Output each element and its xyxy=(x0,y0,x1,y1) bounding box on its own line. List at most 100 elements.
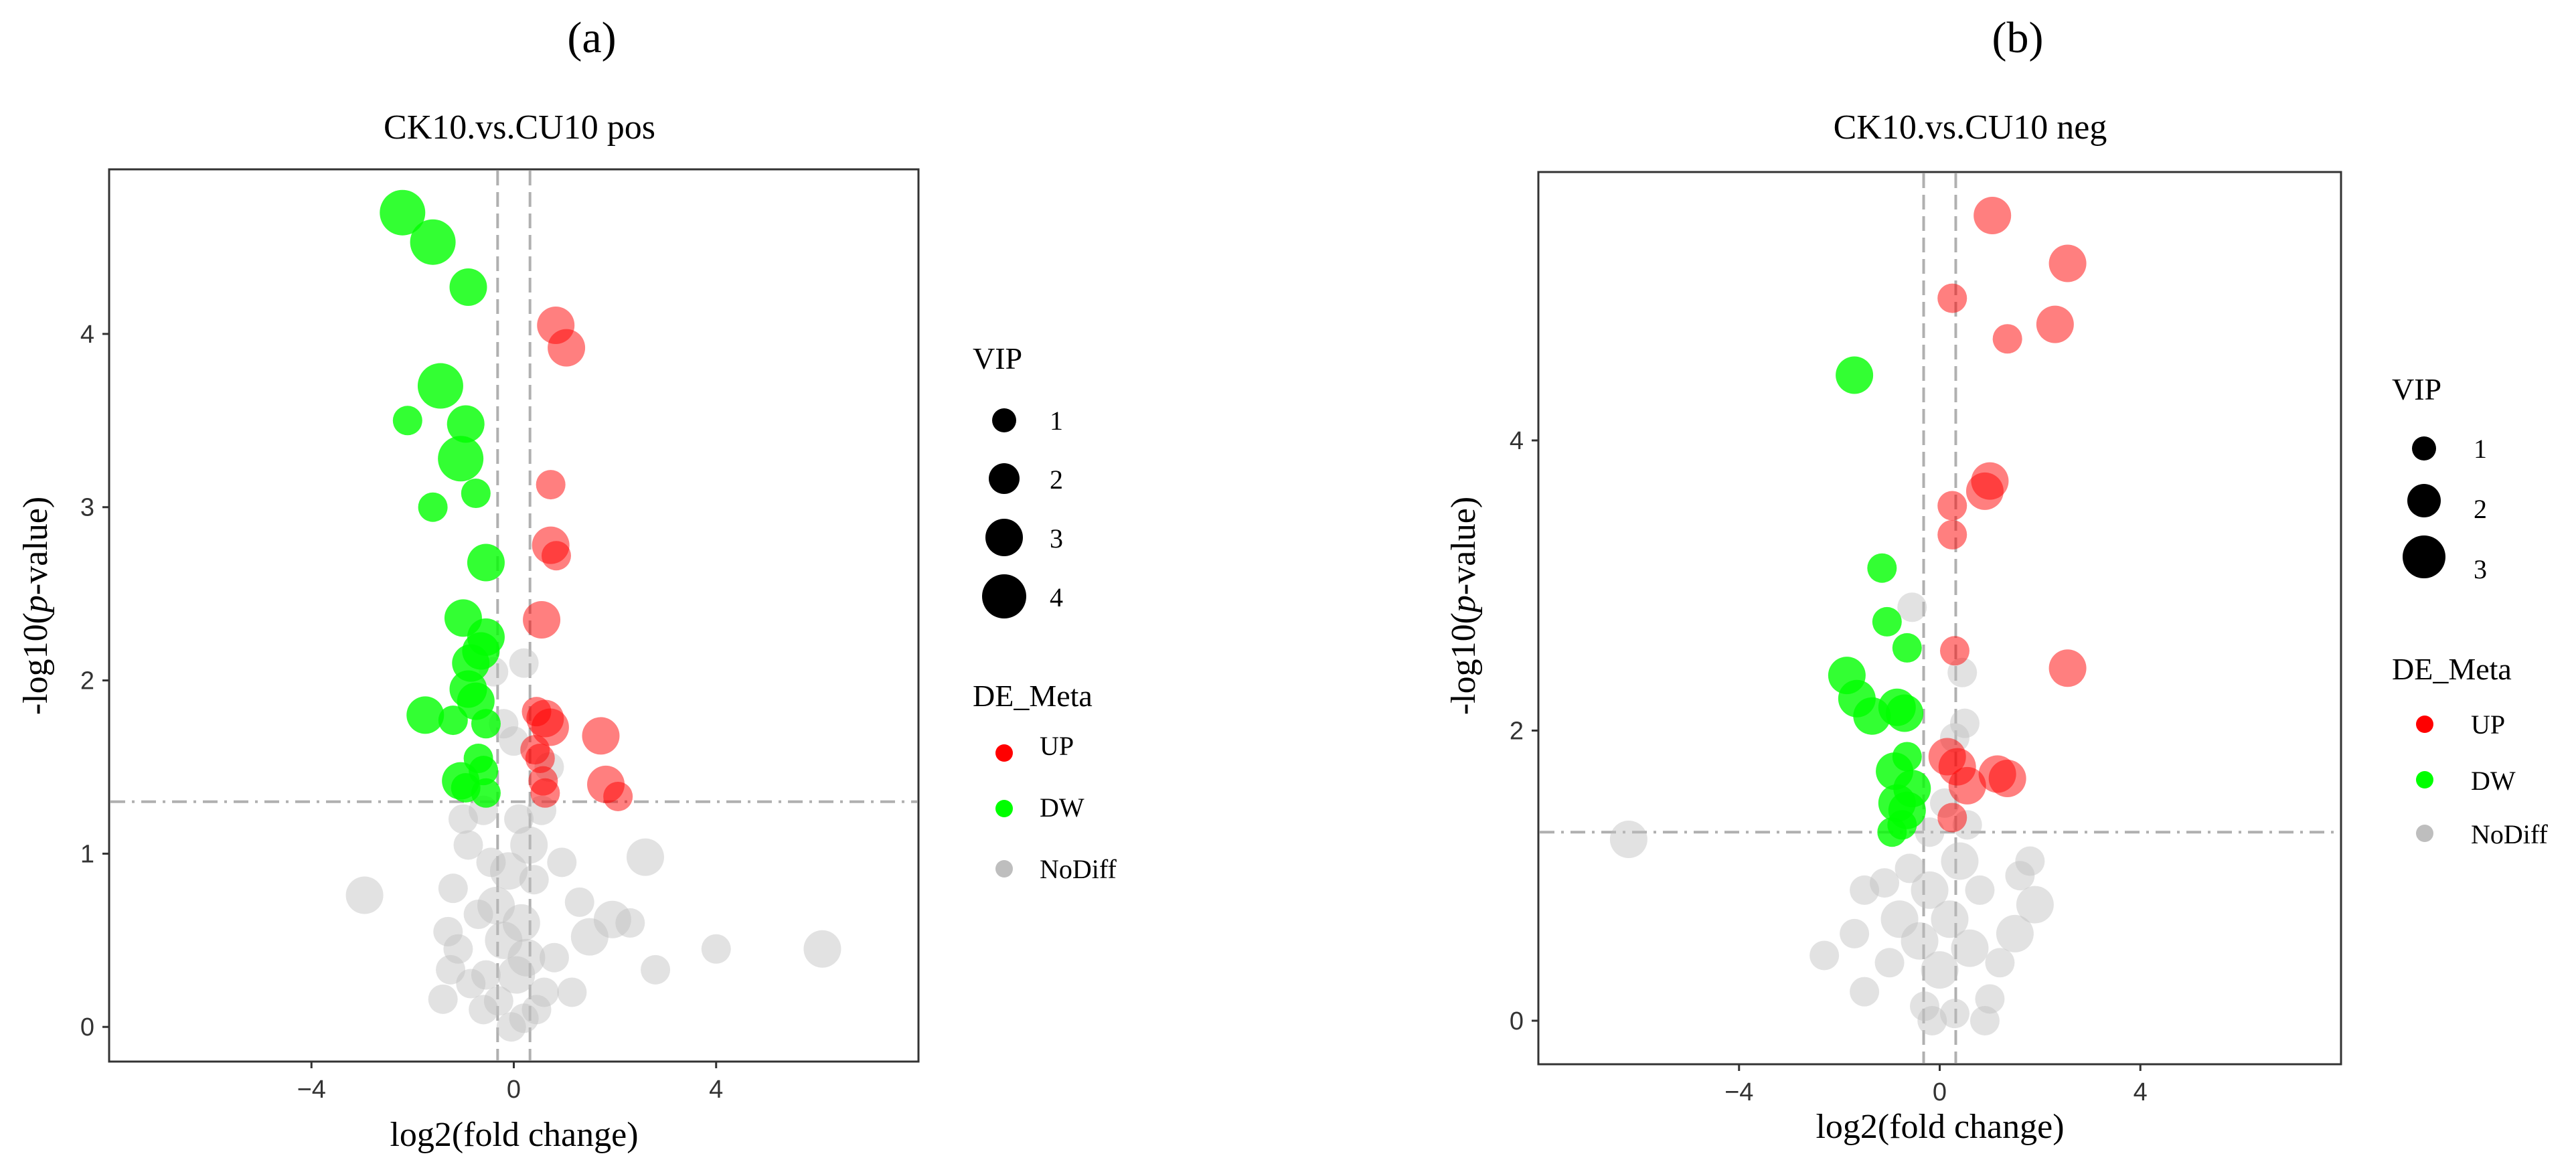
panel-b-point-nodiff xyxy=(2005,861,2035,891)
panel-b-point-nodiff xyxy=(1850,875,1880,905)
panel-a-point-nodiff xyxy=(519,865,549,895)
panel-a-vip-marker xyxy=(992,408,1016,432)
panel-a-point-dw xyxy=(467,544,505,582)
panel-b-point-up xyxy=(1937,803,1967,833)
panel-a-point-nodiff xyxy=(593,900,631,938)
panel-a-point-nodiff xyxy=(448,804,478,834)
panel-a-point-up xyxy=(525,744,555,774)
panel-b-point-up xyxy=(1992,324,2022,354)
panel-b-y-tick-label: 2 xyxy=(1510,717,1524,745)
panel-a-point-dw xyxy=(418,492,448,522)
panel-a-points xyxy=(345,189,841,1042)
panel-b-title: CK10.vs.CU10 neg xyxy=(1834,108,2107,147)
panel-a-point-nodiff xyxy=(507,938,546,977)
panel-b-point-nodiff xyxy=(1870,868,1900,898)
panel-a-point-nodiff xyxy=(489,852,528,890)
panel-a-x-tick-label: 4 xyxy=(709,1076,723,1104)
panel-a-point-dw xyxy=(380,189,426,236)
panel-b-point-up xyxy=(1937,519,1967,550)
panel-a-legend-vip-title: VIP xyxy=(973,341,1022,375)
panel-b-point-nodiff xyxy=(1975,984,2005,1014)
panel-a-vip-label: 1 xyxy=(1050,406,1063,436)
panel-b-legend: VIP 1 2 3 DE_Meta UP DW NoDiff xyxy=(2392,372,2548,849)
panel-b-point-nodiff xyxy=(1874,948,1905,978)
panel-a-legend: VIP 1 2 3 4 DE_Meta UP DW NoDiff xyxy=(973,341,1117,884)
panel-a-point-nodiff xyxy=(547,847,577,878)
panel-b-de-dw-label: DW xyxy=(2471,766,2516,796)
panel-a-point-nodiff xyxy=(615,908,645,938)
panel-b-point-nodiff xyxy=(2015,846,2045,876)
panel-a-point-nodiff xyxy=(453,830,483,860)
panel-b-point-nodiff xyxy=(1985,948,2015,978)
panel-a-point-up xyxy=(541,541,571,571)
panel-a-point-up xyxy=(536,470,566,500)
panel-b-letter: (b) xyxy=(1992,13,2044,62)
panel-b-vip-label: 3 xyxy=(2474,554,2487,584)
panel-b-threshold-lines xyxy=(1540,173,2340,1063)
panel-a-point-nodiff xyxy=(456,969,486,999)
panel-a-point-nodiff xyxy=(497,956,536,994)
panel-b-points xyxy=(1609,197,2087,1035)
panel-a-point-up xyxy=(523,600,561,639)
panel-b-point-dw xyxy=(1877,817,1907,847)
panel-a-point-up xyxy=(548,329,586,367)
panel-b-point-up xyxy=(1939,636,1969,666)
panel-a-de-dw-marker xyxy=(995,800,1013,817)
panel-b-point-nodiff xyxy=(1897,592,1927,622)
panel-b-y-tick-label: 4 xyxy=(1510,427,1524,455)
panel-b-y-axis-label: -log10(p-value) xyxy=(1445,497,1483,715)
panel-b-point-nodiff xyxy=(2016,886,2054,924)
panel-a-point-nodiff xyxy=(438,873,468,904)
panel-a-de-nodiff-marker xyxy=(995,860,1013,878)
panel-a-point-dw xyxy=(406,696,445,734)
panel-b-point-nodiff xyxy=(1969,1005,2000,1035)
panel-b-vip-marker xyxy=(2412,436,2436,461)
panel-a-point-dw xyxy=(438,436,484,482)
panel-a-point-nodiff xyxy=(433,916,463,946)
panel-a-point-dw xyxy=(410,219,456,265)
panel-a-point-nodiff xyxy=(529,977,559,1007)
panel-a-vip-marker xyxy=(982,574,1026,618)
panel-b-point-nodiff xyxy=(1910,991,1940,1021)
panel-a-y-tick-label: 2 xyxy=(80,667,94,695)
panel-b-point-dw xyxy=(1853,697,1891,735)
panel-a-point-nodiff xyxy=(557,977,587,1007)
panel-a-point-nodiff xyxy=(485,921,523,959)
panel-a-point-dw xyxy=(392,406,422,436)
panel-a-letter: (a) xyxy=(567,13,616,62)
panel-a-point-nodiff xyxy=(641,954,671,985)
panel-a-legend-de-title: DE_Meta xyxy=(973,679,1093,713)
panel-a-point-nodiff xyxy=(502,904,540,942)
panel-b-point-nodiff xyxy=(1809,940,1840,971)
panel-a-point-nodiff xyxy=(476,847,506,878)
panel-b-vip-label: 1 xyxy=(2474,434,2487,464)
panel-b-point-nodiff xyxy=(1840,918,1870,948)
panel-a-de-up-marker xyxy=(995,744,1013,762)
panel-a-point-nodiff xyxy=(463,899,493,929)
panel-a-point-dw xyxy=(471,709,501,739)
panel-b-point-up xyxy=(1988,760,2026,798)
panel-a-point-nodiff xyxy=(510,826,548,864)
panel-b-point-dw xyxy=(1836,356,1874,394)
panel-a-ticks: −4 0 4 0 1 2 3 4 xyxy=(80,321,723,1104)
panel-a-y-tick-label: 1 xyxy=(80,840,94,868)
panel-a-point-nodiff xyxy=(443,934,473,964)
panel-b-de-nodiff-marker xyxy=(2416,825,2433,842)
panel-a-point-nodiff xyxy=(803,930,841,968)
panel-a-x-axis-label: log2(fold change) xyxy=(390,1116,638,1154)
panel-b-de-nodiff-label: NoDiff xyxy=(2471,819,2548,849)
panel-a-threshold-lines xyxy=(110,171,917,1060)
panel-b-point-nodiff xyxy=(1921,951,1959,989)
panel-a-point-dw xyxy=(461,479,491,509)
panel-a-point-dw xyxy=(417,363,463,409)
panel-a-point-nodiff xyxy=(504,804,534,834)
panel-a-de-nodiff-label: NoDiff xyxy=(1040,854,1117,884)
panel-a-point-up xyxy=(582,717,620,755)
panel-a-title: CK10.vs.CU10 pos xyxy=(384,108,655,147)
panel-b-point-nodiff xyxy=(1895,853,1925,884)
panel-b-de-dw-marker xyxy=(2416,771,2433,788)
panel-a-point-nodiff xyxy=(428,984,458,1014)
panel-a-point-nodiff xyxy=(626,838,664,876)
panel-a-vip-label: 4 xyxy=(1050,582,1063,612)
panel-a-point-dw xyxy=(447,405,485,443)
